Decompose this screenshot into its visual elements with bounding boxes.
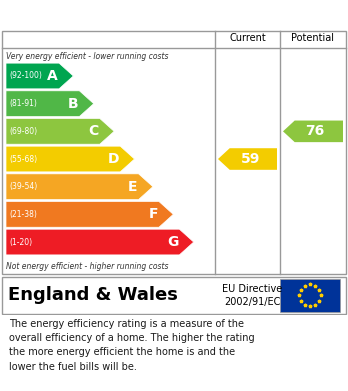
Polygon shape [6,63,73,89]
Text: 59: 59 [241,152,260,166]
Text: (55-68): (55-68) [9,154,37,163]
Polygon shape [6,229,194,255]
Text: D: D [108,152,119,166]
Text: G: G [167,235,179,249]
Polygon shape [6,201,173,227]
Text: (1-20): (1-20) [9,238,32,247]
Text: C: C [89,124,99,138]
Polygon shape [218,148,277,170]
Text: England & Wales: England & Wales [8,286,178,304]
Text: The energy efficiency rating is a measure of the
overall efficiency of a home. T: The energy efficiency rating is a measur… [9,319,254,372]
Polygon shape [6,91,94,117]
Polygon shape [6,174,153,199]
Text: B: B [68,97,78,111]
Text: Energy Efficiency Rating: Energy Efficiency Rating [9,7,219,22]
Text: Not energy efficient - higher running costs: Not energy efficient - higher running co… [6,262,168,271]
Text: F: F [149,207,158,221]
Text: (39-54): (39-54) [9,182,37,191]
Text: A: A [47,69,58,83]
Text: Potential: Potential [292,33,334,43]
Text: (21-38): (21-38) [9,210,37,219]
Text: 76: 76 [306,124,325,138]
Text: (92-100): (92-100) [9,72,42,81]
Text: (81-91): (81-91) [9,99,37,108]
Polygon shape [283,120,343,142]
Text: (69-80): (69-80) [9,127,37,136]
Text: EU Directive
2002/91/EC: EU Directive 2002/91/EC [222,283,282,307]
Text: Current: Current [229,33,266,43]
Text: Very energy efficient - lower running costs: Very energy efficient - lower running co… [6,52,168,61]
Polygon shape [6,146,135,172]
Bar [280,279,340,312]
Polygon shape [6,118,114,144]
Text: E: E [128,180,137,194]
